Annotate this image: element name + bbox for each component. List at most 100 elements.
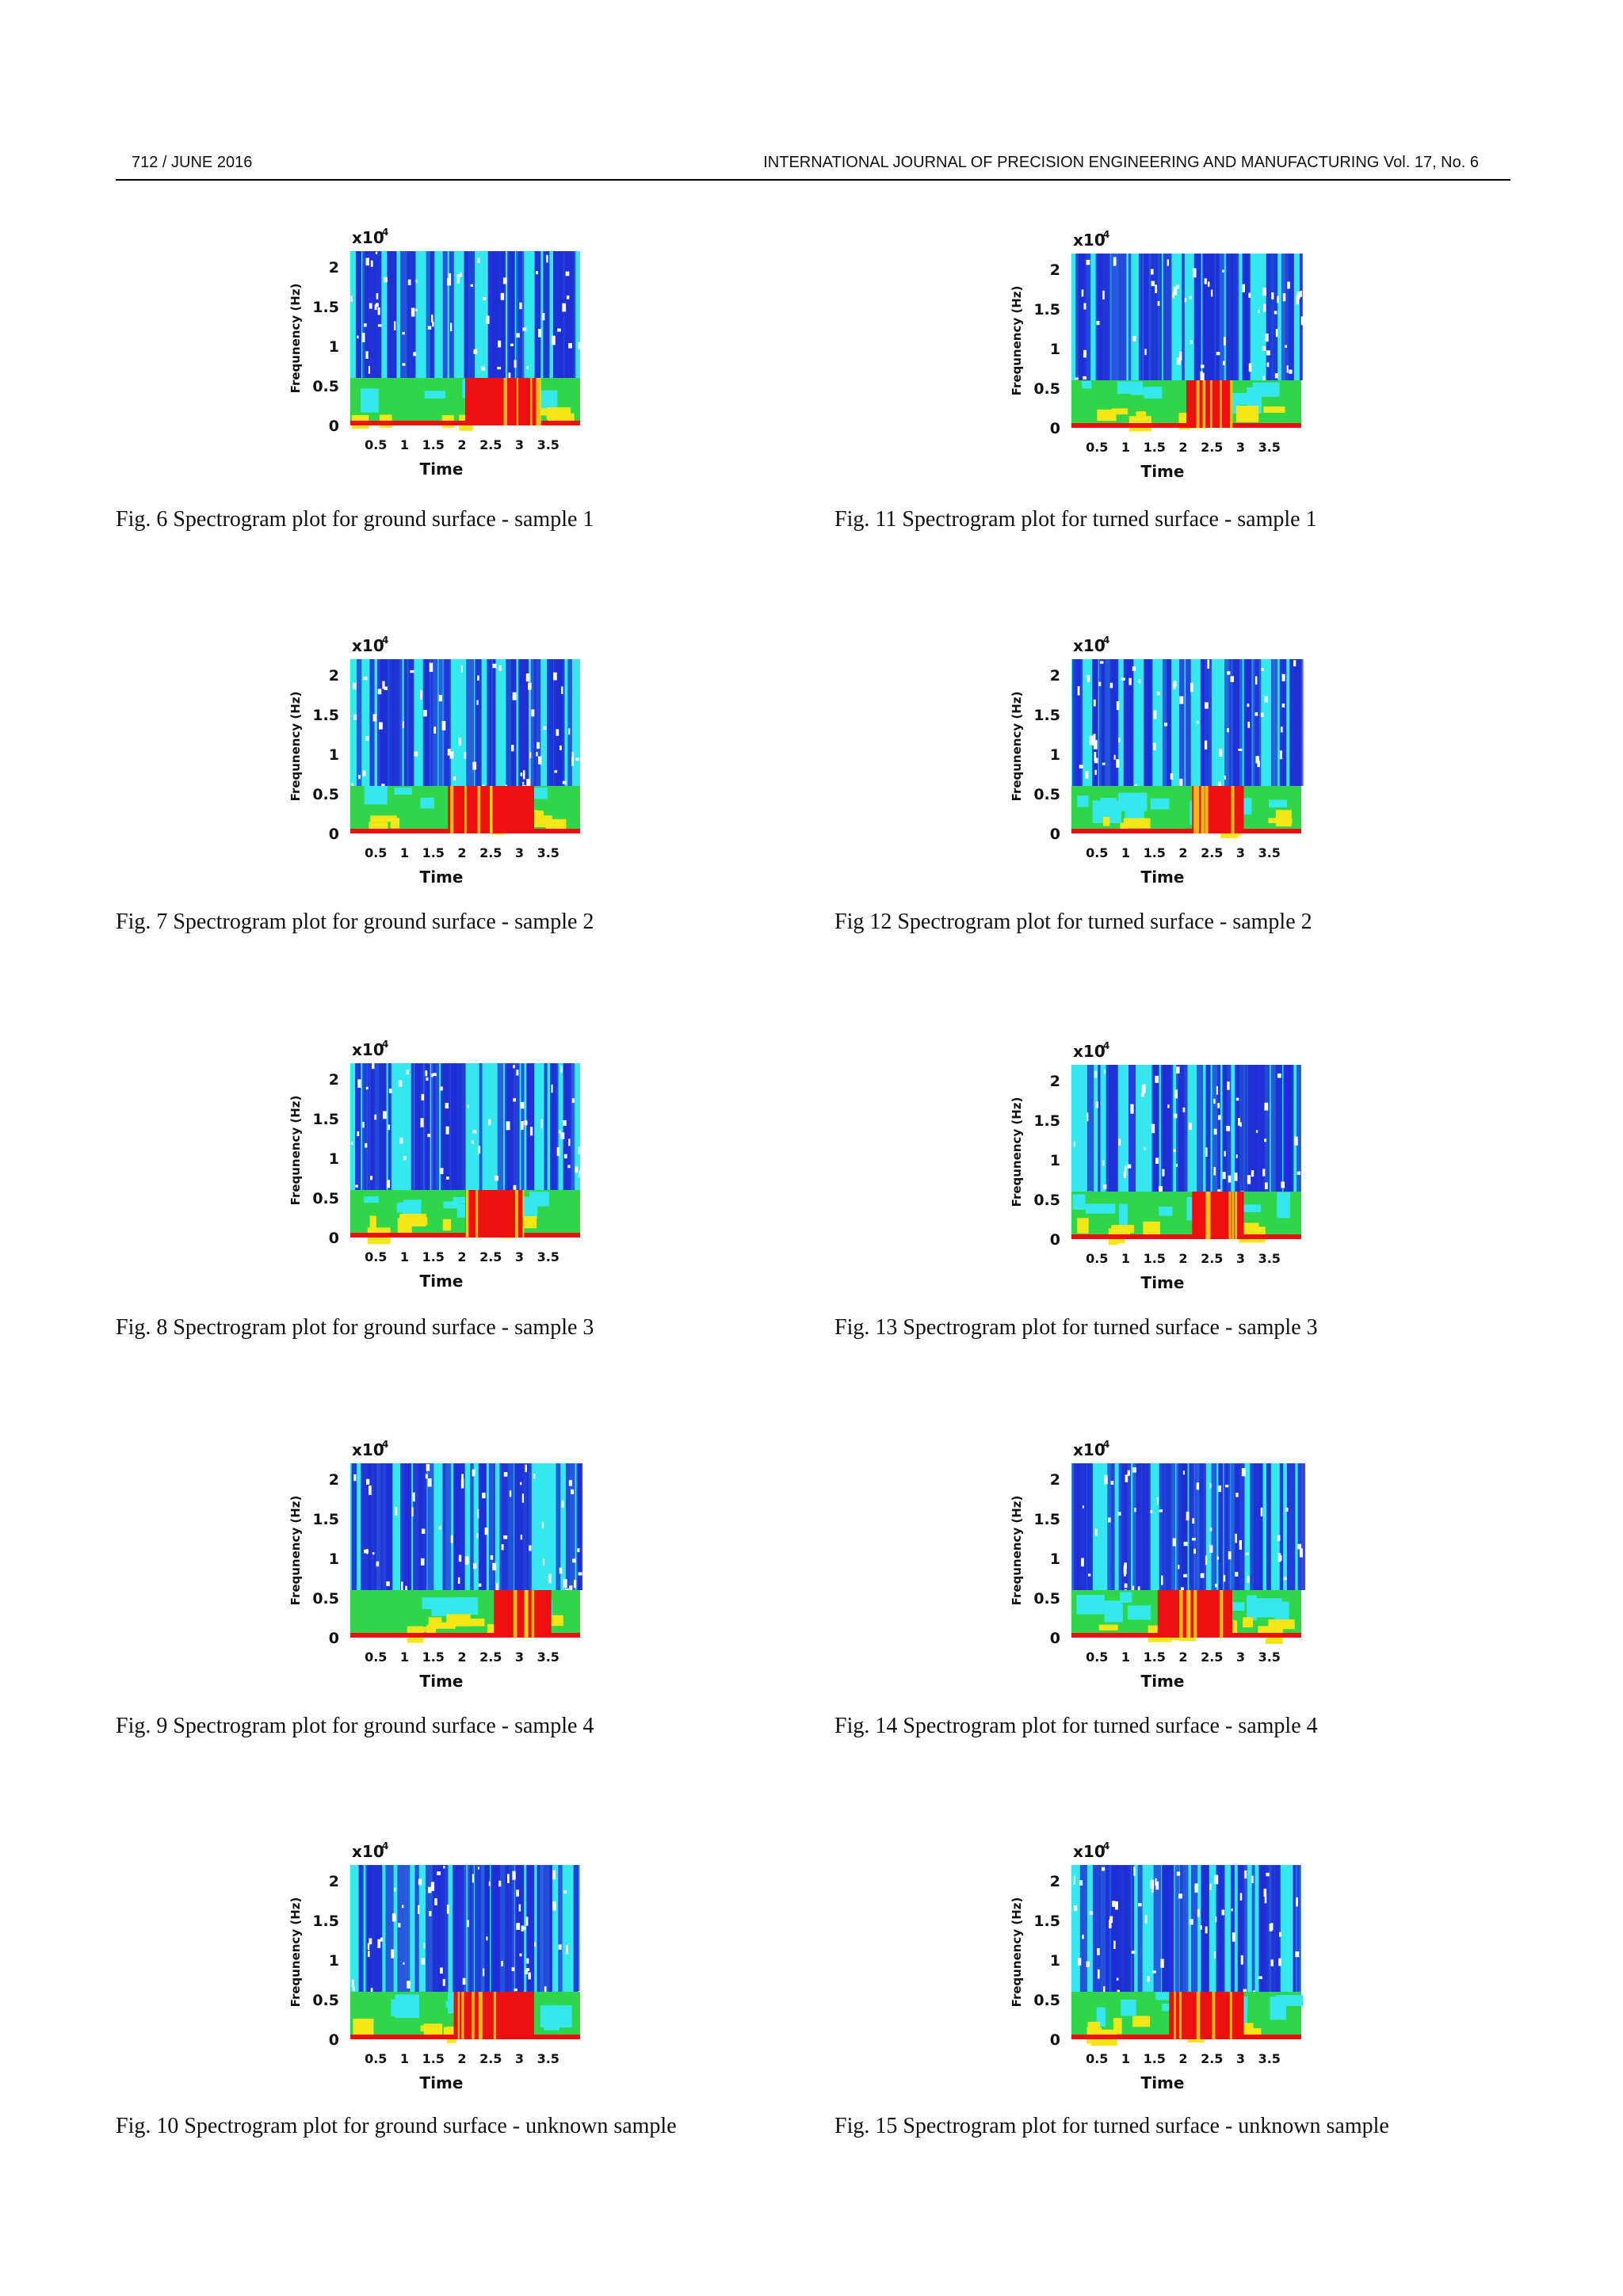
white-speckle: [1251, 1169, 1254, 1177]
blue-streak: [1176, 1463, 1183, 1590]
white-speckle: [1155, 1158, 1159, 1165]
blue-streak: [1289, 659, 1293, 786]
axis-multiplier: x10: [352, 1040, 384, 1059]
white-speckle: [498, 1880, 502, 1887]
yellow-patch: [1097, 409, 1117, 421]
red-baseline: [1071, 1234, 1301, 1239]
xtick-label: 2: [457, 2051, 466, 2066]
xtick-label: 1.5: [422, 437, 445, 452]
xtick-label: 1.5: [422, 1650, 445, 1665]
xtick-label: 1: [400, 1650, 409, 1665]
white-speckle: [1150, 269, 1154, 275]
page-header: 712 / JUNE 2016 INTERNATIONAL JOURNAL OF…: [116, 151, 1510, 182]
white-speckle: [543, 726, 547, 730]
blue-streak: [1275, 1065, 1279, 1192]
white-speckle: [1213, 1128, 1217, 1135]
blue-streak: [393, 659, 400, 786]
xtick-label: 2: [1178, 440, 1187, 455]
white-speckle: [1279, 750, 1283, 760]
blue-streak: [411, 1063, 420, 1190]
xtick-label: 1.5: [1144, 2051, 1166, 2066]
blue-streak: [426, 251, 433, 378]
white-speckle: [518, 1904, 521, 1912]
white-speckle: [423, 709, 427, 717]
blue-streak: [544, 1865, 552, 1992]
white-speckle: [1172, 292, 1174, 299]
blue-streak: [506, 1063, 514, 1190]
blue-streak: [451, 1063, 456, 1190]
white-speckle: [512, 1871, 516, 1880]
x-axis-label: Time: [420, 460, 464, 479]
white-speckle: [1157, 301, 1160, 306]
white-speckle: [1231, 1908, 1233, 1912]
xtick-label: 3.5: [1258, 1650, 1281, 1665]
white-speckle: [453, 776, 456, 780]
blue-streak: [1233, 659, 1239, 786]
white-speckle: [1095, 1101, 1099, 1108]
blue-streak: [1074, 1463, 1080, 1590]
white-speckle: [501, 1544, 504, 1550]
white-speckle: [1213, 1951, 1216, 1959]
white-speckle: [1141, 1093, 1144, 1097]
white-speckle: [372, 714, 377, 722]
white-speckle: [1176, 1871, 1181, 1876]
blue-streak: [1279, 1463, 1284, 1590]
blue-streak: [565, 1463, 570, 1590]
white-speckle: [1266, 1872, 1270, 1877]
white-speckle: [1083, 349, 1086, 358]
white-speckle: [1275, 329, 1278, 338]
white-speckle: [490, 1555, 494, 1560]
blue-streak: [1262, 1065, 1270, 1192]
cyan-patch: [443, 1201, 460, 1209]
white-speckle: [1103, 1070, 1106, 1074]
ytick-label: 1: [329, 1150, 339, 1168]
cyan-patch: [540, 2005, 572, 2028]
xtick-label: 2: [1178, 1251, 1187, 1266]
white-speckle: [478, 1583, 482, 1587]
figure-fig12: x10 4 2 1.5 1 0.5 0 Frequnency (Hz) 0.5 1 1.5 2 2.5 3…: [1010, 626, 1304, 911]
axis-exponent: 4: [382, 1039, 388, 1050]
xtick-label: 1: [400, 845, 409, 860]
white-speckle: [477, 1146, 481, 1154]
ytick-label: 1: [1050, 1550, 1060, 1568]
white-speckle: [575, 1166, 579, 1173]
white-speckle: [411, 307, 415, 317]
white-speckle: [353, 1474, 357, 1482]
white-speckle: [1293, 660, 1296, 667]
blue-streak: [1235, 1065, 1243, 1192]
white-speckle: [445, 1126, 449, 1135]
white-speckle: [1144, 1915, 1148, 1924]
axis-exponent: 4: [382, 635, 388, 646]
white-speckle: [1097, 1947, 1100, 1955]
cyan-patch: [1096, 2007, 1106, 2027]
axis-exponent: 4: [382, 1439, 388, 1450]
blue-streak: [1244, 254, 1251, 380]
white-speckle: [1182, 1470, 1186, 1475]
blue-streak: [496, 1865, 505, 1992]
white-speckle: [1144, 349, 1147, 356]
blue-streak: [449, 251, 454, 378]
white-speckle: [548, 1573, 552, 1584]
blue-streak: [576, 1463, 582, 1590]
ytick-label: 1.5: [312, 1511, 339, 1528]
blue-streak: [1115, 1865, 1123, 1992]
ytick-label: 0.5: [312, 1590, 339, 1608]
white-speckle: [1130, 1104, 1134, 1114]
white-speckle: [369, 303, 372, 309]
white-speckle: [384, 277, 388, 283]
blue-streak: [442, 1463, 452, 1590]
white-speckle: [1091, 738, 1096, 746]
blue-streak: [445, 1865, 449, 1992]
white-speckle: [1200, 371, 1203, 380]
blue-streak: [518, 659, 526, 786]
axis-multiplier: x10: [352, 636, 384, 655]
white-speckle: [1197, 1909, 1200, 1917]
axis-multiplier: x10: [1073, 1842, 1106, 1861]
blue-streak: [413, 1463, 420, 1590]
white-speckle: [1189, 296, 1192, 299]
blue-streak: [497, 1063, 504, 1190]
white-speckle: [1158, 1186, 1163, 1196]
xtick-label: 2.5: [1201, 1251, 1223, 1266]
blue-streak: [521, 1463, 529, 1590]
blue-streak: [1163, 1065, 1172, 1192]
